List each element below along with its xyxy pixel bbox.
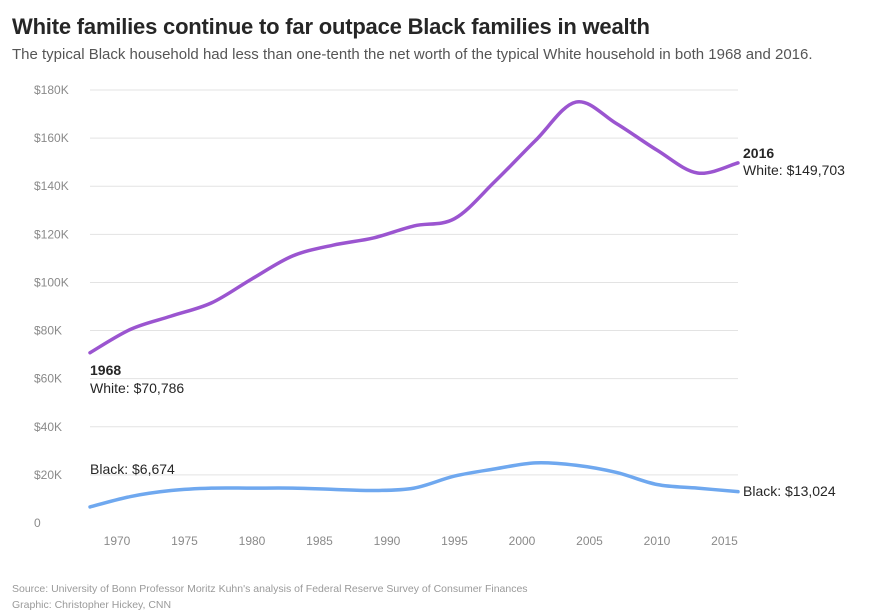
chart-subtitle: The typical Black household had less tha… xyxy=(12,46,813,63)
y-tick-label: 0 xyxy=(34,516,41,530)
x-tick-label: 1995 xyxy=(441,534,468,548)
series-line-black xyxy=(88,460,740,509)
x-tick-label: 1990 xyxy=(374,534,401,548)
x-axis: 1970 1975 1980 1985 1990 1995 2000 2005 2010 2015 xyxy=(104,534,739,548)
annotation-start-white: White: $70,786 xyxy=(90,380,184,396)
y-tick-label: $100K xyxy=(34,275,69,289)
x-tick-label: 1975 xyxy=(171,534,198,548)
annotation-start-black: Black: $6,674 xyxy=(90,461,175,477)
series-lines xyxy=(88,100,740,509)
graphic-credit: Graphic: Christopher Hickey, CNN xyxy=(12,599,172,611)
y-tick-label: $140K xyxy=(34,179,69,193)
series-line-white xyxy=(88,100,740,355)
x-tick-label: 1980 xyxy=(239,534,266,548)
x-tick-label: 2010 xyxy=(644,534,671,548)
y-tick-label: $60K xyxy=(34,372,62,386)
x-tick-label: 1970 xyxy=(104,534,131,548)
y-axis: 0 $20K $40K $60K $80K $100K $120K $140K $160K $18… xyxy=(34,83,69,530)
x-tick-label: 2015 xyxy=(711,534,738,548)
source-note: Source: University of Bonn Professor Mor… xyxy=(12,583,528,595)
annotation-start-year: 1968 xyxy=(90,362,121,378)
chart-title: White families continue to far outpace B… xyxy=(12,14,650,39)
y-tick-label: $160K xyxy=(34,131,69,145)
x-tick-label: 2000 xyxy=(509,534,536,548)
annotation-end-year: 2016 xyxy=(743,145,774,161)
y-tick-label: $20K xyxy=(34,468,62,482)
y-tick-label: $180K xyxy=(34,83,69,97)
annotation-end-white: White: $149,703 xyxy=(743,162,845,178)
annotations: 1968 White: $70,786 Black: $6,674 2016 W… xyxy=(90,145,845,499)
x-tick-label: 1985 xyxy=(306,534,333,548)
annotation-end-black: Black: $13,024 xyxy=(743,483,836,499)
y-tick-label: $40K xyxy=(34,420,62,434)
x-tick-label: 2005 xyxy=(576,534,603,548)
y-tick-label: $120K xyxy=(34,227,69,241)
y-tick-label: $80K xyxy=(34,324,62,338)
grid-lines xyxy=(90,89,738,476)
